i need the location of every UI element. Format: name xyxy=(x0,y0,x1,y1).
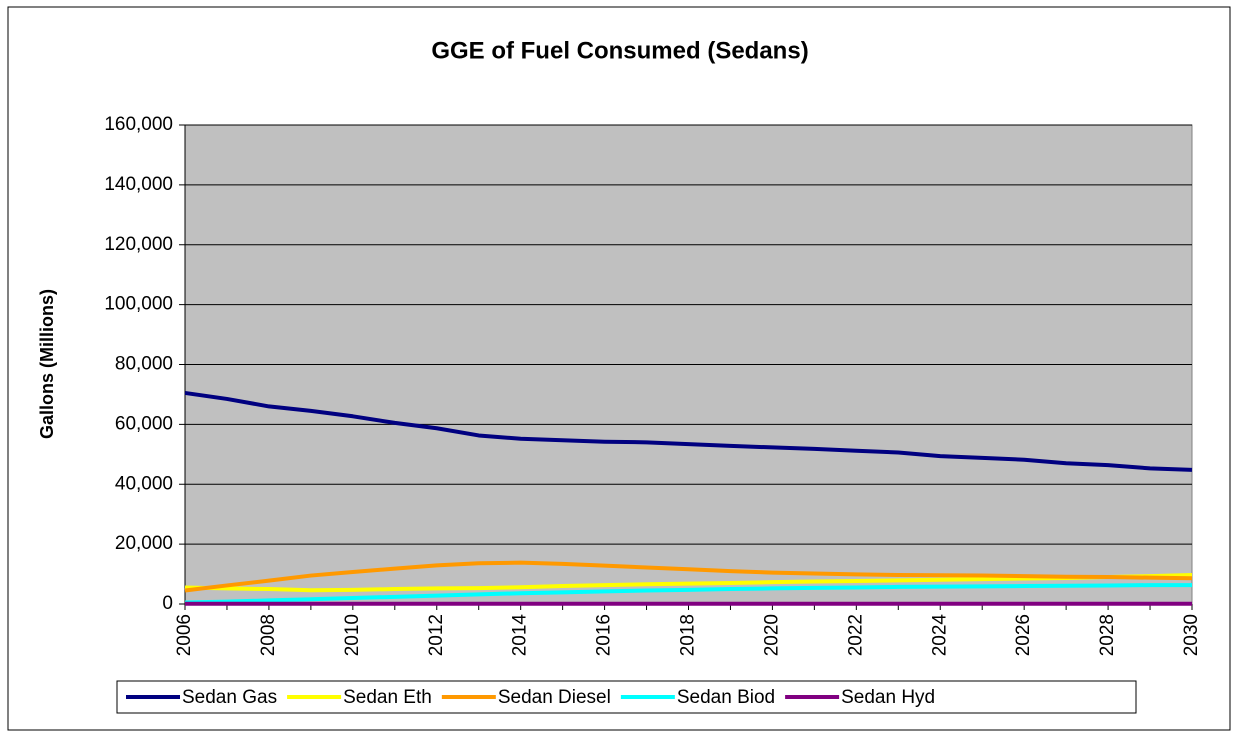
series-line xyxy=(184,572,1193,593)
y-tick-label: 120,000 xyxy=(104,234,173,255)
series-line xyxy=(184,583,1192,605)
legend-label: Sedan Gas xyxy=(182,687,277,708)
x-tick-label: 2022 xyxy=(845,614,866,656)
y-tick-label: 40,000 xyxy=(115,473,173,494)
x-tick-label: 2010 xyxy=(342,614,363,656)
series-line xyxy=(184,390,1193,472)
x-tick-label: 2028 xyxy=(1097,614,1118,656)
y-tick-label: 0 xyxy=(162,593,173,614)
x-tick-label: 2026 xyxy=(1013,614,1034,656)
legend-label: Sedan Eth xyxy=(343,687,432,708)
x-tick-label: 2008 xyxy=(258,614,279,656)
x-tick-label: 2006 xyxy=(174,614,195,656)
x-tick-label: 2014 xyxy=(510,614,531,657)
legend-label: Sedan Biod xyxy=(677,687,775,708)
x-tick-label: 2020 xyxy=(761,614,782,656)
x-tick-label: 2018 xyxy=(678,614,699,656)
x-tick-label: 2024 xyxy=(929,614,950,657)
legend-label: Sedan Hyd xyxy=(841,687,935,708)
y-axis-label: Gallons (Millions) xyxy=(37,289,57,439)
x-tick-label: 2016 xyxy=(594,614,615,656)
y-tick-label: 160,000 xyxy=(104,114,173,135)
y-tick-label: 60,000 xyxy=(115,413,173,434)
legend-label: Sedan Diesel xyxy=(498,687,611,708)
x-tick-label: 2030 xyxy=(1181,614,1202,656)
series-line xyxy=(184,560,1193,593)
y-tick-label: 80,000 xyxy=(115,354,173,375)
y-tick-label: 20,000 xyxy=(115,533,173,554)
chart-title: GGE of Fuel Consumed (Sedans) xyxy=(431,37,808,64)
x-tick-label: 2012 xyxy=(426,614,447,656)
y-tick-label: 100,000 xyxy=(104,294,173,315)
y-tick-label: 140,000 xyxy=(104,174,173,195)
